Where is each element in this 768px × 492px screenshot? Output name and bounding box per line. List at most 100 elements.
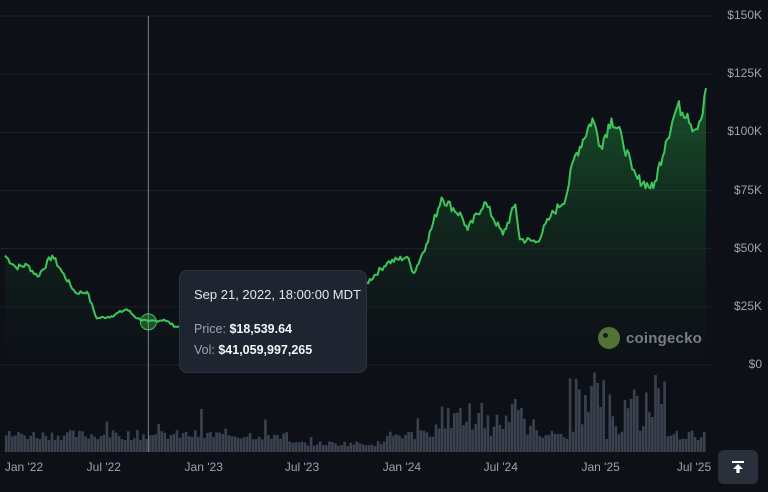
volume-bar [248,433,252,452]
x-tick-label: Jan '25 [581,460,620,474]
volume-bar [331,442,334,452]
volume-bar [224,428,227,452]
volume-bar [136,429,139,452]
volume-bar [120,439,124,452]
volume-bar [443,428,447,452]
volume-bar [693,437,697,452]
y-tick-label: $100K [727,124,762,139]
volume-bar [352,444,356,452]
volume-bar [553,433,557,452]
x-tick-label: Jan '24 [382,460,422,474]
volume-bar [581,424,584,452]
x-tick-label: Jul '23 [284,460,320,474]
volume-bar [361,444,365,452]
volume-bar [367,445,371,452]
volume-bar [373,446,377,452]
volume-bar [376,441,380,452]
volume-bar [538,435,541,452]
volume-bar [175,430,179,452]
volume-bar [133,438,136,452]
volume-bar [556,434,560,452]
volume-bar [450,428,453,452]
volume-bar [99,436,103,452]
volume-bar [657,388,660,452]
x-tick-label: Jan '23 [184,460,223,474]
volume-bar [590,386,593,452]
y-tick-label: $25K [733,298,762,313]
hover-point [139,313,157,331]
volume-bar [684,439,688,452]
volume-bar [233,436,237,452]
y-tick-label: $50K [733,240,762,255]
volume-bar [279,438,282,452]
volume-bar [642,426,645,452]
volume-bar [239,438,243,452]
volume-bar [47,440,51,452]
volume-bar [410,432,413,452]
x-tick-label: Jul '25 [676,460,712,474]
y-tick-label: $75K [733,182,762,197]
volume-bar [635,395,639,452]
volume-bar [453,413,456,452]
volume-bar [434,424,438,452]
volume-bar [526,434,529,452]
volume-bar [35,438,39,452]
volume-bar [428,436,432,452]
volume-bar [270,438,273,452]
volume-bar [190,436,194,452]
volume-bar [261,439,264,452]
volume-bar [425,432,429,452]
volume-bar [66,432,69,452]
volume-bar [699,437,703,452]
volume-bar [340,445,343,452]
volume-bar [87,438,90,452]
volume-bar [273,434,276,452]
volume-bar [587,411,590,452]
volume-bar [468,403,471,452]
volume-bar [648,412,651,452]
volume-bar [236,437,240,452]
volume-bar [297,442,301,452]
y-tick-label: $0 [748,357,762,371]
volume-bar [596,383,599,452]
volume-bar [288,441,291,452]
volume-bar [404,434,407,452]
x-tick-label: Jan '22 [4,460,44,474]
volume-bar [251,439,255,452]
volume-bar [264,419,267,452]
volume-bar [230,436,234,452]
volume-bar [163,432,167,452]
volume-bar [81,431,84,452]
volume-bar [456,412,459,452]
volume-bar [142,434,145,452]
volume-bar [108,437,112,452]
volume-bar [437,428,441,452]
volume-bar [38,439,42,452]
volume-bar [568,378,572,452]
volume-bar [645,392,648,452]
volume-bar [178,437,182,452]
volume-bar [69,430,72,452]
volume-bar [386,436,389,452]
volume-bar [703,431,706,452]
volume-bar [96,439,99,452]
volume-bar [669,435,672,452]
volume-bar [687,431,691,452]
volume-bar [574,378,578,452]
volume-bar [355,441,359,452]
volume-bar [294,442,298,452]
volume-bar [26,439,29,452]
volume-bar [117,436,121,452]
volume-bar [334,443,337,452]
volume-bar [459,408,462,452]
volume-bar [75,437,78,452]
volume-bar [486,415,490,452]
scroll-to-top-button[interactable] [718,450,758,484]
volume-bar [358,443,362,452]
volume-bar [611,416,615,452]
volume-bar [672,434,676,452]
y-tick-label: $150K [727,8,762,22]
volume-bar [53,439,57,452]
volume-bar [584,395,587,452]
